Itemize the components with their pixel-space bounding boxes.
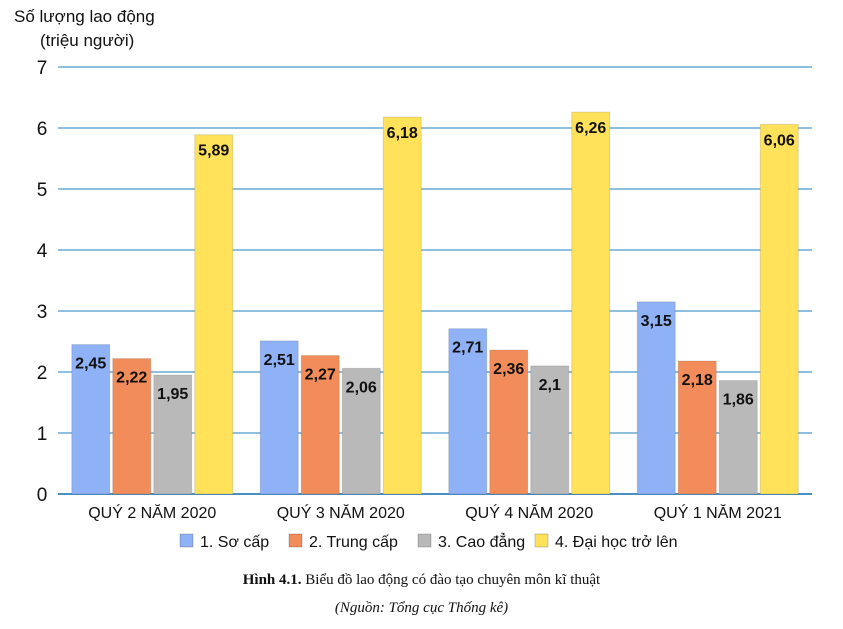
bar: [382, 116, 422, 495]
category-labels: QUÝ 2 NĂM 2020 QUÝ 3 NĂM 2020 QUÝ 4 NĂM 20…: [88, 503, 782, 522]
bar: [530, 365, 570, 495]
y-tick-label: 0: [37, 485, 48, 506]
data-label: 1,86: [723, 392, 754, 409]
legend-swatch: [179, 533, 194, 548]
y-tick-label: 3: [37, 302, 48, 323]
legend-label: 3. Cao đẳng: [438, 532, 525, 551]
bar: [571, 111, 611, 495]
bar: [259, 340, 299, 495]
bar: [636, 301, 676, 495]
y-tick-label: 4: [37, 241, 48, 262]
y-tick-label: 7: [37, 58, 48, 79]
bar: [759, 123, 799, 495]
bar: [677, 360, 717, 495]
legend-label: 2. Trung cấp: [309, 534, 398, 551]
figure-label: Hình 4.1.: [242, 572, 302, 588]
legend: 1. Sơ cấp 2. Trung cấp 3. Cao đẳng 4. Đại h…: [179, 532, 678, 551]
data-label: 1,95: [157, 386, 188, 403]
data-label: 2,71: [452, 340, 483, 357]
figure-caption: Hình 4.1. Biểu đồ lao động có đào tạo ch…: [0, 572, 843, 589]
bar: [300, 355, 340, 495]
figure-title: Biểu đồ lao động có đào tạo chuyên môn k…: [305, 572, 601, 588]
data-label: 5,89: [198, 143, 229, 160]
y-axis-label-line2: (triệu người): [40, 31, 134, 50]
category-label: QUÝ 2 NĂM 2020: [88, 503, 216, 522]
data-label: 2,27: [305, 367, 336, 384]
data-label: 2,06: [346, 379, 377, 396]
bar: [71, 344, 111, 495]
y-tick-label: 5: [37, 180, 48, 201]
legend-label: 4. Đại học trở lên: [555, 534, 678, 551]
y-tick-label: 6: [37, 119, 48, 140]
category-label: QUÝ 3 NĂM 2020: [277, 503, 405, 522]
bar: [718, 380, 758, 495]
data-labels: 2,45 2,22 1,95 5,89 2,51 2,27 2,06 6,18 2,71 2,36…: [75, 120, 795, 408]
figure-source: (Nguồn: Tổng cục Thống kê): [334, 600, 509, 616]
data-label: 2,45: [75, 356, 106, 373]
legend-label: 1. Sơ cấp: [200, 534, 269, 551]
data-label: 6,26: [575, 120, 606, 137]
data-label: 2,1: [539, 377, 561, 394]
legend-swatch: [288, 533, 303, 548]
bars: [71, 111, 799, 495]
category-label: QUÝ 1 NĂM 2021: [654, 503, 782, 522]
category-label: QUÝ 4 NĂM 2020: [465, 503, 593, 522]
y-tick-label: 1: [37, 424, 48, 445]
data-label: 2,22: [116, 370, 147, 387]
legend-swatch: [534, 533, 549, 548]
data-label: 2,18: [682, 372, 713, 389]
bar-chart: Số lượng lao động (triệu người) 0 1 2 3 4 5 6 7…: [14, 7, 812, 551]
y-axis-label-line1: Số lượng lao động: [14, 7, 155, 26]
y-tick-label: 2: [37, 363, 48, 384]
data-label: 3,15: [641, 313, 672, 330]
data-label: 2,36: [493, 361, 524, 378]
bar: [489, 349, 529, 495]
bar: [153, 374, 193, 495]
data-label: 2,51: [264, 352, 295, 369]
data-label: 6,06: [764, 132, 795, 149]
data-label: 6,18: [387, 125, 418, 142]
y-tick-labels: 0 1 2 3 4 5 6 7: [37, 58, 48, 506]
legend-swatch: [417, 533, 432, 548]
bar: [194, 134, 234, 495]
bar: [341, 367, 381, 495]
bar: [448, 328, 488, 495]
bar: [112, 358, 152, 495]
